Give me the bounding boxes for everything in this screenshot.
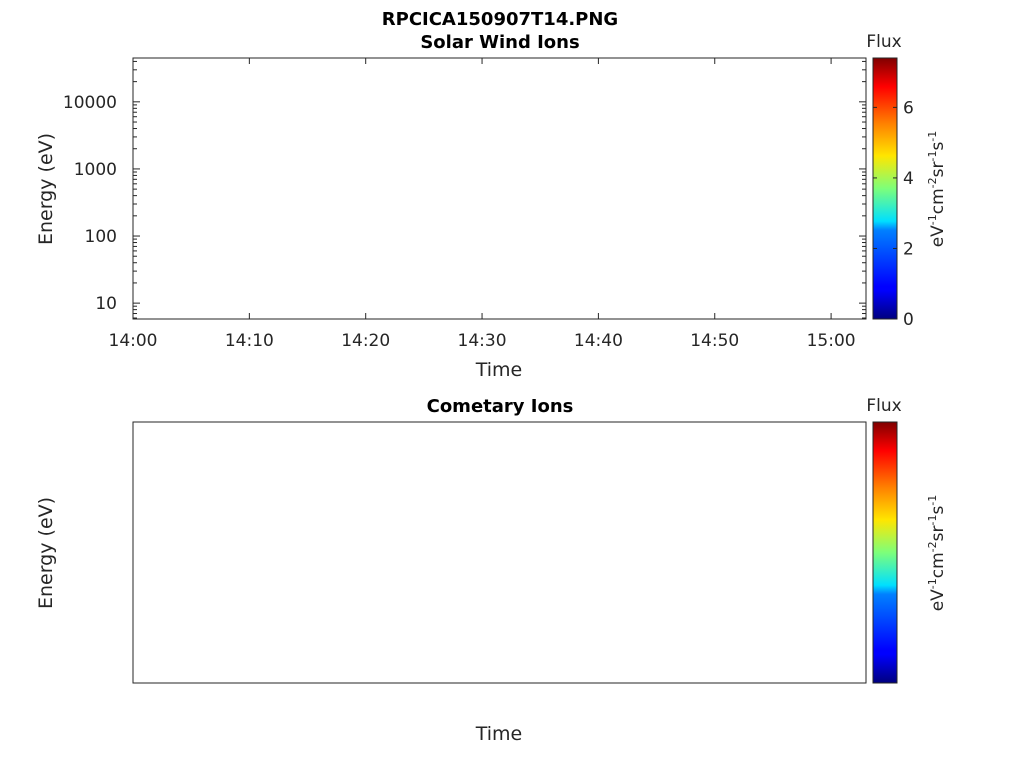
colorbar-tick-label: 2 [903, 239, 914, 259]
colorbar-gradient [872, 421, 898, 684]
y-tick-label: 1000 [74, 160, 117, 180]
colorbar-gradient [872, 57, 898, 320]
colorbar-label: eV-1cm-2sr-1s-1 [926, 131, 948, 248]
x-axis: 14:00 14:10 14:20 14:30 14:40 14:50 15:00 [109, 58, 856, 351]
colorbar-tick-label: 0 [903, 310, 914, 330]
x-axis-label: Time [475, 359, 523, 381]
plot-frame [132, 57, 867, 320]
colorbar: Flux eV-1cm-2sr-1s-1 [866, 396, 948, 684]
panel-solar-wind: Solar Wind Ions 14:00 14:10 14:20 14:30 14:4… [35, 32, 948, 381]
colorbar-title: Flux [866, 396, 901, 416]
colorbar-tick-label: 6 [903, 98, 914, 118]
y-tick-label: 10 [95, 294, 117, 314]
x-axis-label: Time [475, 723, 523, 745]
y-tick-label: 100 [85, 227, 117, 247]
x-tick-label: 14:40 [574, 331, 623, 351]
colorbar-label: eV-1cm-2sr-1s-1 [926, 495, 948, 612]
y-axis-label: Energy (eV) [35, 497, 57, 609]
colorbar: Flux 0 2 4 6 eV-1cm-2sr-1s-1 [866, 32, 948, 330]
y-tick-label: 10000 [63, 93, 117, 113]
y-axis-label: Energy (eV) [35, 133, 57, 245]
colorbar-ticks: 0 2 4 6 [873, 98, 914, 330]
x-tick-label: 14:20 [341, 331, 390, 351]
panel-title: Solar Wind Ions [420, 32, 579, 53]
plot-frame [132, 421, 867, 684]
figure-title: RPCICA150907T14.PNG [382, 9, 618, 30]
panel-title: Cometary Ions [427, 396, 574, 417]
colorbar-title: Flux [866, 32, 901, 52]
x-tick-label: 15:00 [807, 331, 856, 351]
x-tick-label: 14:10 [225, 331, 274, 351]
panel-cometary: Cometary Ions Time Energy (eV) Flux eV-1… [35, 396, 948, 745]
x-tick-label: 14:00 [109, 331, 158, 351]
y-axis: 10 100 1000 10000 [63, 60, 866, 319]
x-tick-label: 14:30 [458, 331, 507, 351]
x-tick-label: 14:50 [690, 331, 739, 351]
colorbar-tick-label: 4 [903, 169, 914, 189]
